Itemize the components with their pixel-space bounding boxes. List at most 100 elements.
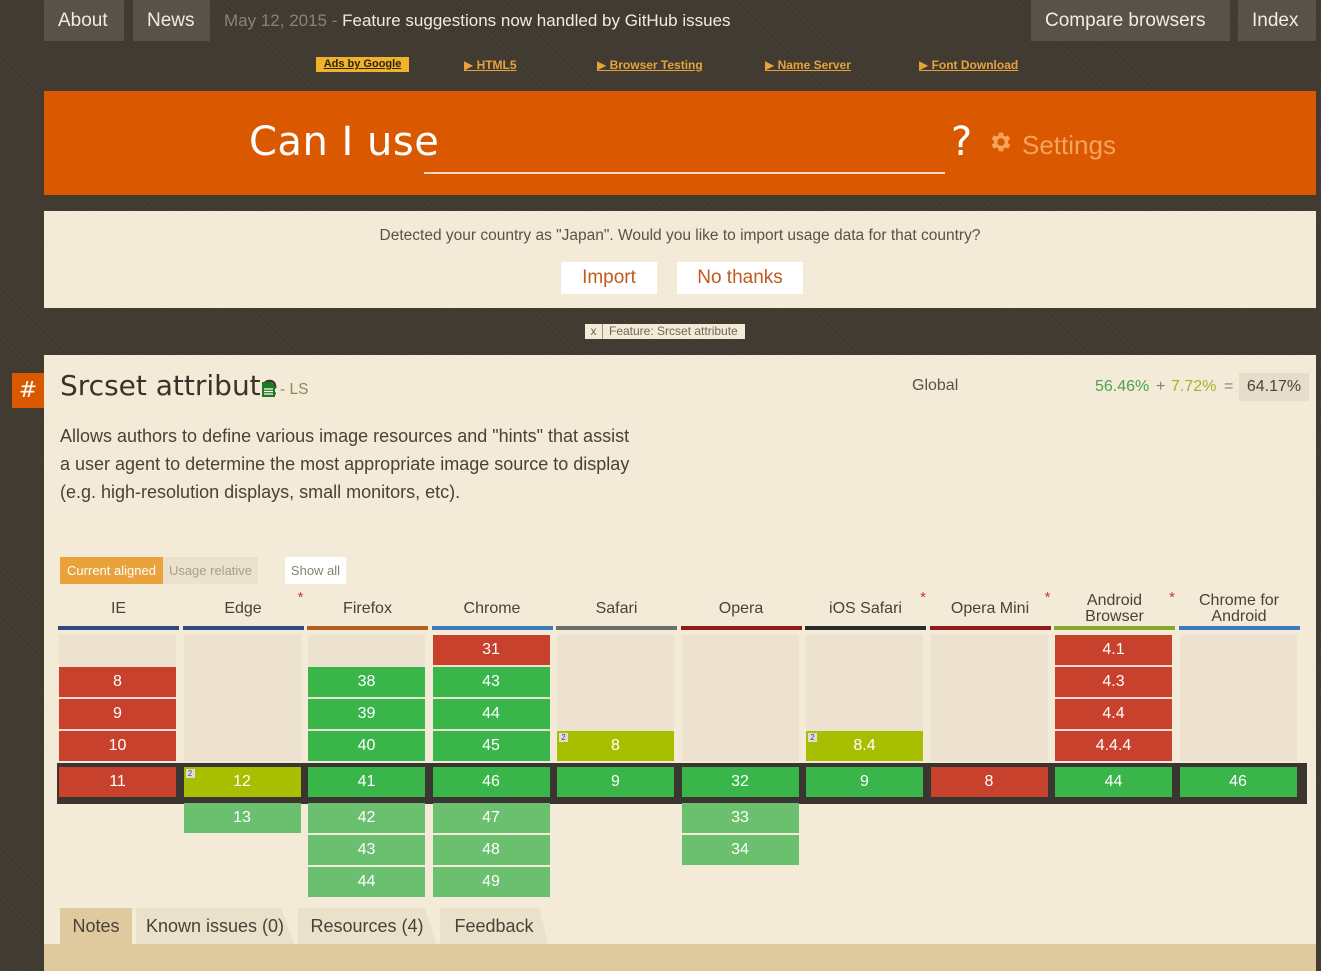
version-cell[interactable]: 10: [59, 731, 176, 761]
browser-header-ie[interactable]: IE: [58, 592, 179, 630]
ads-by-google-badge[interactable]: Ads by Google: [316, 57, 409, 72]
browser-header-opera[interactable]: Opera: [680, 592, 802, 630]
version-label: 47: [482, 809, 500, 826]
ad-link-html5[interactable]: ▶ HTML5: [464, 58, 517, 72]
version-label: 44: [357, 873, 376, 890]
version-cell[interactable]: 42: [308, 803, 425, 833]
version-cell[interactable]: 44: [1055, 767, 1172, 797]
nav-index[interactable]: Index: [1238, 0, 1316, 41]
version-cell[interactable]: 41: [308, 767, 425, 797]
version-cell[interactable]: 4.3: [1055, 667, 1172, 697]
version-cell[interactable]: 40: [308, 731, 425, 761]
version-label: 9: [611, 773, 620, 790]
note-number-badge[interactable]: 2: [808, 733, 817, 742]
browser-header-firefox[interactable]: Firefox: [307, 592, 428, 630]
can-i-use-label: Can I use: [249, 119, 440, 165]
version-label: 13: [233, 809, 251, 826]
version-cell[interactable]: 34: [681, 835, 799, 865]
version-cell[interactable]: 8.4 2: [806, 731, 923, 761]
spec-status[interactable]: - LS: [280, 381, 309, 398]
close-icon[interactable]: x: [585, 324, 603, 339]
version-cell[interactable]: 12 2: [183, 767, 301, 797]
tab-feedback[interactable]: Feedback: [440, 908, 548, 944]
usage-total: 64.17%: [1239, 373, 1309, 401]
version-label: 8: [984, 773, 994, 790]
version-cell[interactable]: 46: [1179, 767, 1297, 797]
version-cell[interactable]: 44: [432, 699, 550, 729]
version-cell[interactable]: 31: [432, 635, 550, 665]
version-cell[interactable]: 39: [308, 699, 425, 729]
version-label: 8: [113, 673, 122, 690]
feature-anchor-link[interactable]: #: [12, 373, 44, 408]
nav-news[interactable]: News: [133, 0, 210, 41]
browser-header-android-browser[interactable]: Android Browser *: [1054, 590, 1175, 630]
version-cell[interactable]: 8: [59, 667, 176, 697]
nav-compare-browsers[interactable]: Compare browsers: [1031, 0, 1230, 41]
version-cell[interactable]: 8: [930, 767, 1048, 797]
version-cell[interactable]: 13: [183, 803, 301, 833]
version-label: 49: [482, 873, 500, 890]
show-all-button[interactable]: Show all: [285, 557, 346, 584]
version-cell[interactable]: 46: [432, 767, 550, 797]
browser-column-bg: [1179, 635, 1297, 761]
usage-scope[interactable]: Global: [912, 377, 959, 394]
version-cell[interactable]: 38: [308, 667, 425, 697]
usage-full-support: 56.46%: [1095, 378, 1150, 395]
version-label: 46: [482, 773, 500, 790]
browser-column-bg: [930, 635, 1048, 761]
no-thanks-button[interactable]: No thanks: [677, 262, 803, 294]
search-input[interactable]: [424, 127, 945, 174]
version-cell[interactable]: 32: [681, 767, 799, 797]
version-cell[interactable]: 9: [59, 699, 176, 729]
spec-document-icon[interactable]: [262, 382, 275, 401]
version-cell[interactable]: 33: [681, 803, 799, 833]
browser-header-ios-safari[interactable]: iOS Safari *: [805, 589, 926, 630]
current-aligned-button[interactable]: Current aligned: [60, 557, 163, 584]
ad-link-name-server[interactable]: ▶ Name Server: [765, 58, 851, 72]
search-banner: Can I use ? Settings: [44, 91, 1316, 195]
ad-link-font-download[interactable]: ▶ Font Download: [919, 58, 1019, 72]
browser-header-edge[interactable]: Edge *: [182, 590, 304, 630]
note-number-badge[interactable]: 2: [559, 733, 568, 742]
version-label: 46: [1229, 773, 1247, 790]
version-cell[interactable]: 4.4.4: [1055, 731, 1172, 761]
version-cell[interactable]: 45: [432, 731, 550, 761]
browser-header-opera-mini[interactable]: Opera Mini *: [929, 590, 1051, 630]
usage-equals-sign: =: [1224, 378, 1234, 395]
version-label: 4.1: [1102, 641, 1125, 658]
version-cell[interactable]: 49: [432, 867, 550, 897]
browser-header-chrome-android[interactable]: Chrome for Android: [1178, 592, 1300, 630]
version-cell[interactable]: 43: [308, 835, 425, 865]
tab-known-issues[interactable]: Known issues (0): [136, 908, 294, 944]
version-cell[interactable]: 9: [806, 767, 923, 797]
browser-header-safari[interactable]: Safari: [556, 592, 677, 630]
version-cell[interactable]: 47: [432, 803, 550, 833]
browser-name: Android Browser: [1085, 592, 1144, 625]
version-cell[interactable]: 44: [308, 867, 425, 897]
tab-resources[interactable]: Resources (4): [298, 908, 436, 944]
version-cell[interactable]: 9: [557, 767, 674, 797]
browser-header-chrome[interactable]: Chrome: [431, 592, 553, 630]
version-label: 4.4: [1102, 705, 1125, 722]
tab-notes[interactable]: Notes: [60, 908, 132, 944]
usage-plus-sign: +: [1156, 378, 1166, 395]
usage-relative-button[interactable]: Usage relative: [163, 557, 258, 584]
version-cell[interactable]: 4.4: [1055, 699, 1172, 729]
browser-name: IE: [110, 600, 127, 617]
ad-link-browser-testing[interactable]: ▶ Browser Testing: [597, 58, 703, 72]
nav-about[interactable]: About: [44, 0, 124, 41]
version-cell[interactable]: 48: [432, 835, 550, 865]
settings-label[interactable]: Settings: [1022, 130, 1116, 160]
question-mark: ?: [951, 119, 973, 165]
version-cell[interactable]: 11: [59, 767, 176, 797]
news-headline[interactable]: Feature suggestions now handled by GitHu…: [342, 11, 731, 30]
settings-link[interactable]: Settings: [988, 130, 1116, 162]
import-button[interactable]: Import: [561, 262, 657, 294]
prefix-asterisk-icon: *: [920, 589, 926, 606]
version-cell[interactable]: 4.1: [1055, 635, 1172, 665]
version-cell[interactable]: 43: [432, 667, 550, 697]
version-label: 38: [357, 673, 376, 690]
news-ticker[interactable]: May 12, 2015 - Feature suggestions now h…: [224, 0, 731, 41]
note-number-badge[interactable]: 2: [185, 769, 195, 778]
